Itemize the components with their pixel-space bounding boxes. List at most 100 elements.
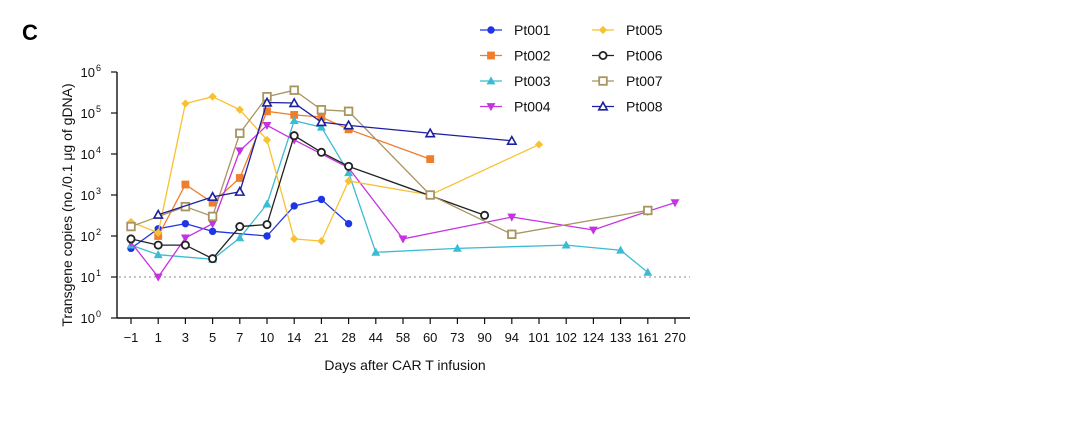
data-point-pt005 — [262, 135, 272, 145]
legend-item-pt005: Pt005 — [592, 22, 663, 38]
data-point-pt005 — [290, 234, 299, 244]
x-tick-label: 21 — [314, 330, 328, 345]
legend-label: Pt003 — [514, 73, 551, 89]
data-point-pt003 — [371, 247, 381, 256]
data-point-pt001 — [263, 232, 271, 240]
x-tick-label: 73 — [450, 330, 464, 345]
data-point-pt005 — [344, 176, 353, 186]
panel-label: C — [22, 20, 38, 45]
legend-marker-icon — [597, 100, 609, 111]
x-tick-label: 94 — [505, 330, 519, 345]
legend-label: Pt006 — [626, 48, 663, 64]
series-pt006 — [126, 131, 490, 264]
series-line-pt005 — [130, 95, 540, 242]
y-tick-label: 10 — [81, 65, 95, 80]
legend-marker-icon — [598, 76, 608, 86]
legend-item-pt007: Pt007 — [592, 73, 663, 89]
y-tick-label: 10 — [81, 188, 95, 203]
data-point-pt003 — [316, 122, 326, 131]
series-pt003 — [126, 116, 653, 276]
data-point-pt001 — [181, 219, 190, 228]
x-tick-label: 58 — [396, 330, 410, 345]
legend-marker-icon — [487, 26, 495, 34]
data-point-pt004 — [670, 199, 680, 208]
data-point-pt003 — [561, 240, 571, 249]
x-tick-label: 10 — [260, 330, 274, 345]
data-point-pt008 — [315, 116, 327, 127]
data-point-pt008 — [424, 127, 436, 138]
data-point-pt003 — [616, 245, 626, 254]
data-point-pt005 — [181, 99, 190, 108]
data-point-pt004 — [208, 220, 218, 229]
legend-item-pt003: Pt003 — [480, 73, 551, 89]
legend-marker-icon — [486, 103, 496, 112]
data-point-pt004 — [153, 273, 163, 282]
data-point-pt005 — [154, 228, 163, 237]
data-point-pt006 — [126, 234, 136, 244]
data-point-pt007 — [425, 190, 435, 200]
y-axis-title: Transgene copies (no./0.1 μg of gDNA) — [59, 83, 75, 326]
x-tick-label: 124 — [583, 330, 605, 345]
y-tick-label: 10 — [81, 229, 95, 244]
y-tick-label: 10 — [81, 311, 95, 326]
data-point-pt008 — [288, 97, 300, 108]
y-tick-exponent: 0 — [96, 309, 101, 319]
legend-item-pt008: Pt008 — [592, 99, 663, 115]
x-tick-label: 161 — [637, 330, 659, 345]
x-tick-label: −1 — [124, 330, 139, 345]
data-point-pt003 — [262, 199, 272, 208]
data-point-pt004 — [180, 234, 190, 243]
y-tick-label: 10 — [81, 147, 95, 162]
y-tick-exponent: 1 — [96, 268, 101, 278]
data-point-pt004 — [398, 235, 408, 244]
data-point-pt003 — [289, 116, 299, 125]
data-point-pt002 — [181, 180, 190, 189]
data-point-pt002 — [263, 107, 271, 116]
legend-label: Pt002 — [514, 48, 551, 64]
legend-label: Pt004 — [514, 99, 551, 115]
data-point-pt008 — [234, 185, 246, 196]
data-point-pt006 — [316, 147, 326, 157]
data-point-pt008 — [506, 134, 518, 145]
data-point-pt001 — [344, 219, 353, 228]
x-tick-label: 3 — [182, 330, 189, 345]
y-tick-exponent: 3 — [96, 186, 101, 196]
series-line-pt003 — [130, 119, 649, 273]
data-point-pt001 — [290, 202, 298, 210]
y-tick-exponent: 5 — [96, 104, 101, 114]
data-point-pt006 — [235, 222, 245, 232]
y-tick-exponent: 2 — [96, 227, 101, 237]
x-tick-label: 90 — [477, 330, 491, 345]
data-point-pt006 — [480, 210, 490, 220]
data-point-pt007 — [207, 211, 218, 222]
x-tick-label: 28 — [341, 330, 355, 345]
legend-label: Pt008 — [626, 99, 663, 115]
data-point-pt003 — [452, 243, 462, 252]
x-tick-label: 14 — [287, 330, 301, 345]
data-point-pt007 — [126, 221, 136, 232]
data-point-pt006 — [344, 161, 354, 171]
data-point-pt007 — [643, 205, 653, 216]
data-point-pt005 — [534, 140, 544, 149]
x-tick-label: 270 — [664, 330, 686, 345]
x-tick-label: 102 — [555, 330, 577, 345]
data-point-pt008 — [207, 191, 219, 202]
series-pt005 — [126, 92, 544, 246]
data-point-pt003 — [153, 250, 163, 259]
legend-marker-icon — [486, 76, 496, 85]
data-point-pt004 — [235, 147, 245, 156]
x-tick-label: 133 — [610, 330, 632, 345]
x-tick-label: 7 — [236, 330, 243, 345]
x-tick-label: 101 — [528, 330, 550, 345]
data-point-pt007 — [343, 106, 354, 117]
data-point-pt003 — [235, 233, 245, 242]
legend-marker-icon — [598, 25, 608, 35]
data-point-pt001 — [317, 195, 326, 204]
legend-label: Pt007 — [626, 73, 663, 89]
data-point-pt004 — [507, 213, 517, 222]
data-point-pt006 — [289, 131, 299, 141]
legend: Pt001 Pt002 Pt003 Pt004 Pt005 Pt006 Pt007 Pt008 — [480, 22, 663, 115]
